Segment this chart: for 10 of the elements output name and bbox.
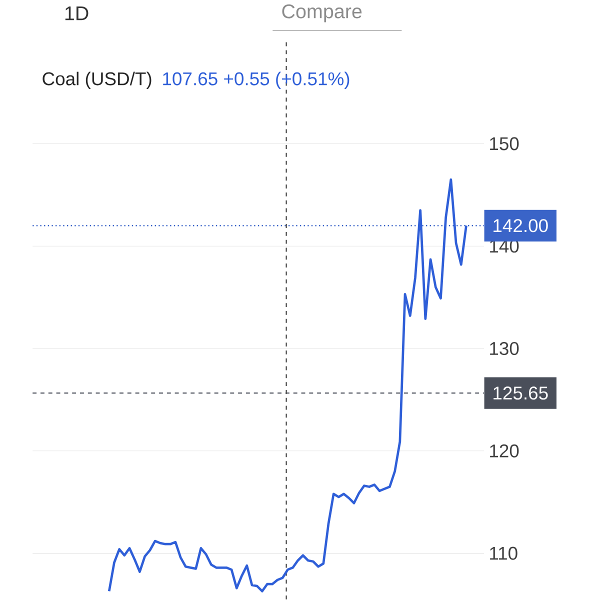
y-tick-label: 120 [490, 444, 519, 458]
y-tick-label: 150 [490, 137, 519, 150]
y-tick-label: 110 [490, 546, 518, 560]
ref-line-label: 125.65 [494, 386, 548, 400]
text: 1D [66, 6, 88, 20]
y-tick-label: 130 [490, 342, 519, 356]
annotation: 107.65 +0.55 (+0.51%) [163, 72, 350, 89]
ref-line-label: 142.00 [494, 219, 548, 232]
text: Coal (USD/T) [42, 72, 152, 89]
text: Compare [282, 4, 362, 22]
